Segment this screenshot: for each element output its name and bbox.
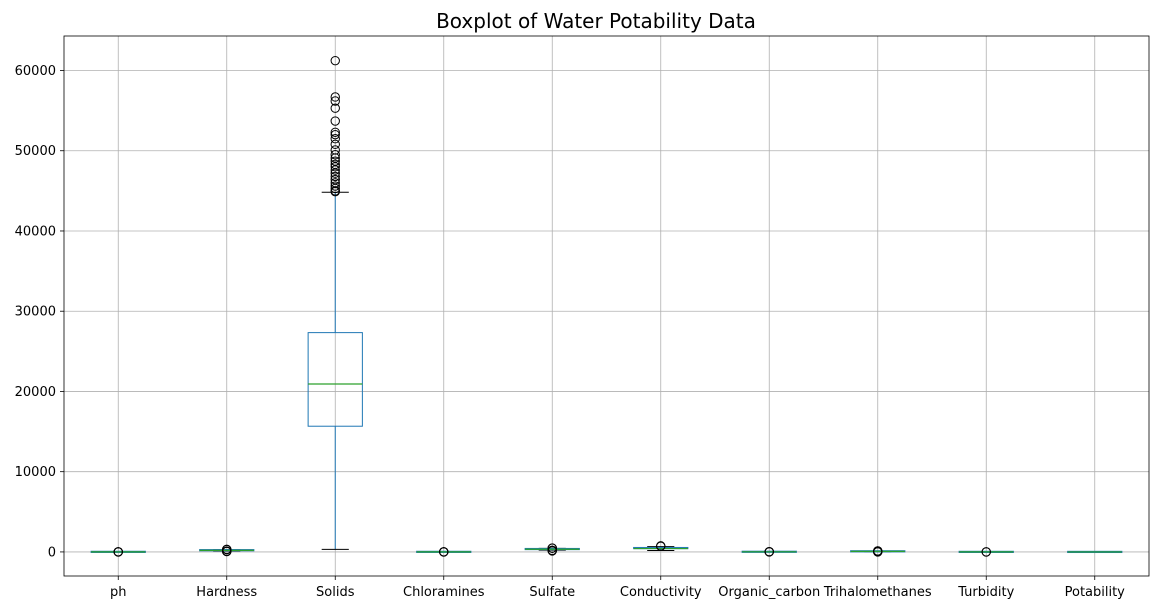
box-iqr — [307, 332, 363, 427]
x-tick-label: ph — [110, 585, 127, 600]
box-group — [850, 546, 906, 557]
outlier-point — [330, 129, 340, 140]
y-tick-label: 40000 — [15, 224, 56, 239]
chart-title: Boxplot of Water Potability Data — [436, 9, 756, 33]
x-tick-label: Trihalomethanes — [823, 585, 932, 600]
box-group — [524, 543, 580, 556]
outlier-point — [330, 92, 340, 102]
box-group — [90, 547, 146, 557]
y-tick-label: 10000 — [15, 465, 56, 480]
outlier-point — [330, 96, 340, 106]
outlier-point — [330, 174, 340, 185]
x-tick-label: Organic_carbon — [718, 585, 820, 600]
x-tick-label: Solids — [316, 585, 355, 600]
outlier-point — [330, 139, 340, 150]
outlier-point — [330, 181, 340, 191]
axis-layer: 0 10000 20000 30000 40000 50000 60000 ph Hardnes… — [15, 35, 1150, 600]
x-tick-label: Sulfate — [529, 585, 575, 600]
outlier-point — [330, 145, 340, 155]
outlier-point — [764, 547, 774, 557]
outlier-point — [330, 178, 340, 188]
outlier-point — [330, 116, 340, 126]
outlier-point — [330, 134, 340, 144]
box-group — [199, 544, 255, 557]
outlier-point — [330, 150, 340, 160]
outlier-point — [330, 127, 340, 137]
x-tick-label: Hardness — [196, 585, 257, 600]
box-group — [307, 55, 363, 550]
y-tick-label: 30000 — [15, 305, 56, 320]
outlier-point — [330, 156, 340, 166]
outlier-point — [113, 547, 123, 557]
box-group — [1067, 550, 1123, 554]
box-layer — [90, 55, 1123, 557]
box-group — [416, 547, 472, 557]
outlier-point — [330, 55, 340, 66]
x-tick-label: Conductivity — [620, 585, 702, 600]
outlier-point — [330, 171, 340, 182]
axes-frame — [63, 35, 1150, 577]
box-group — [741, 547, 797, 557]
y-tick-label: 60000 — [15, 64, 56, 79]
y-tick-label: 50000 — [15, 144, 56, 159]
outlier-point — [656, 541, 666, 551]
box-group — [958, 547, 1014, 557]
y-tick-label: 0 — [48, 545, 56, 560]
outlier-point — [981, 547, 991, 557]
outlier-point — [222, 544, 232, 555]
x-tick-label: Chloramines — [403, 585, 485, 600]
outlier-point — [873, 546, 883, 556]
y-tick-label: 20000 — [15, 385, 56, 400]
grid-layer — [64, 36, 1149, 576]
box-group — [633, 541, 689, 552]
x-tick-label: Turbidity — [957, 585, 1014, 600]
outlier-point — [547, 543, 557, 553]
x-tick-label: Potability — [1065, 585, 1126, 600]
outlier-point — [330, 159, 340, 170]
outlier-point — [439, 547, 449, 557]
outlier-point — [330, 103, 340, 113]
